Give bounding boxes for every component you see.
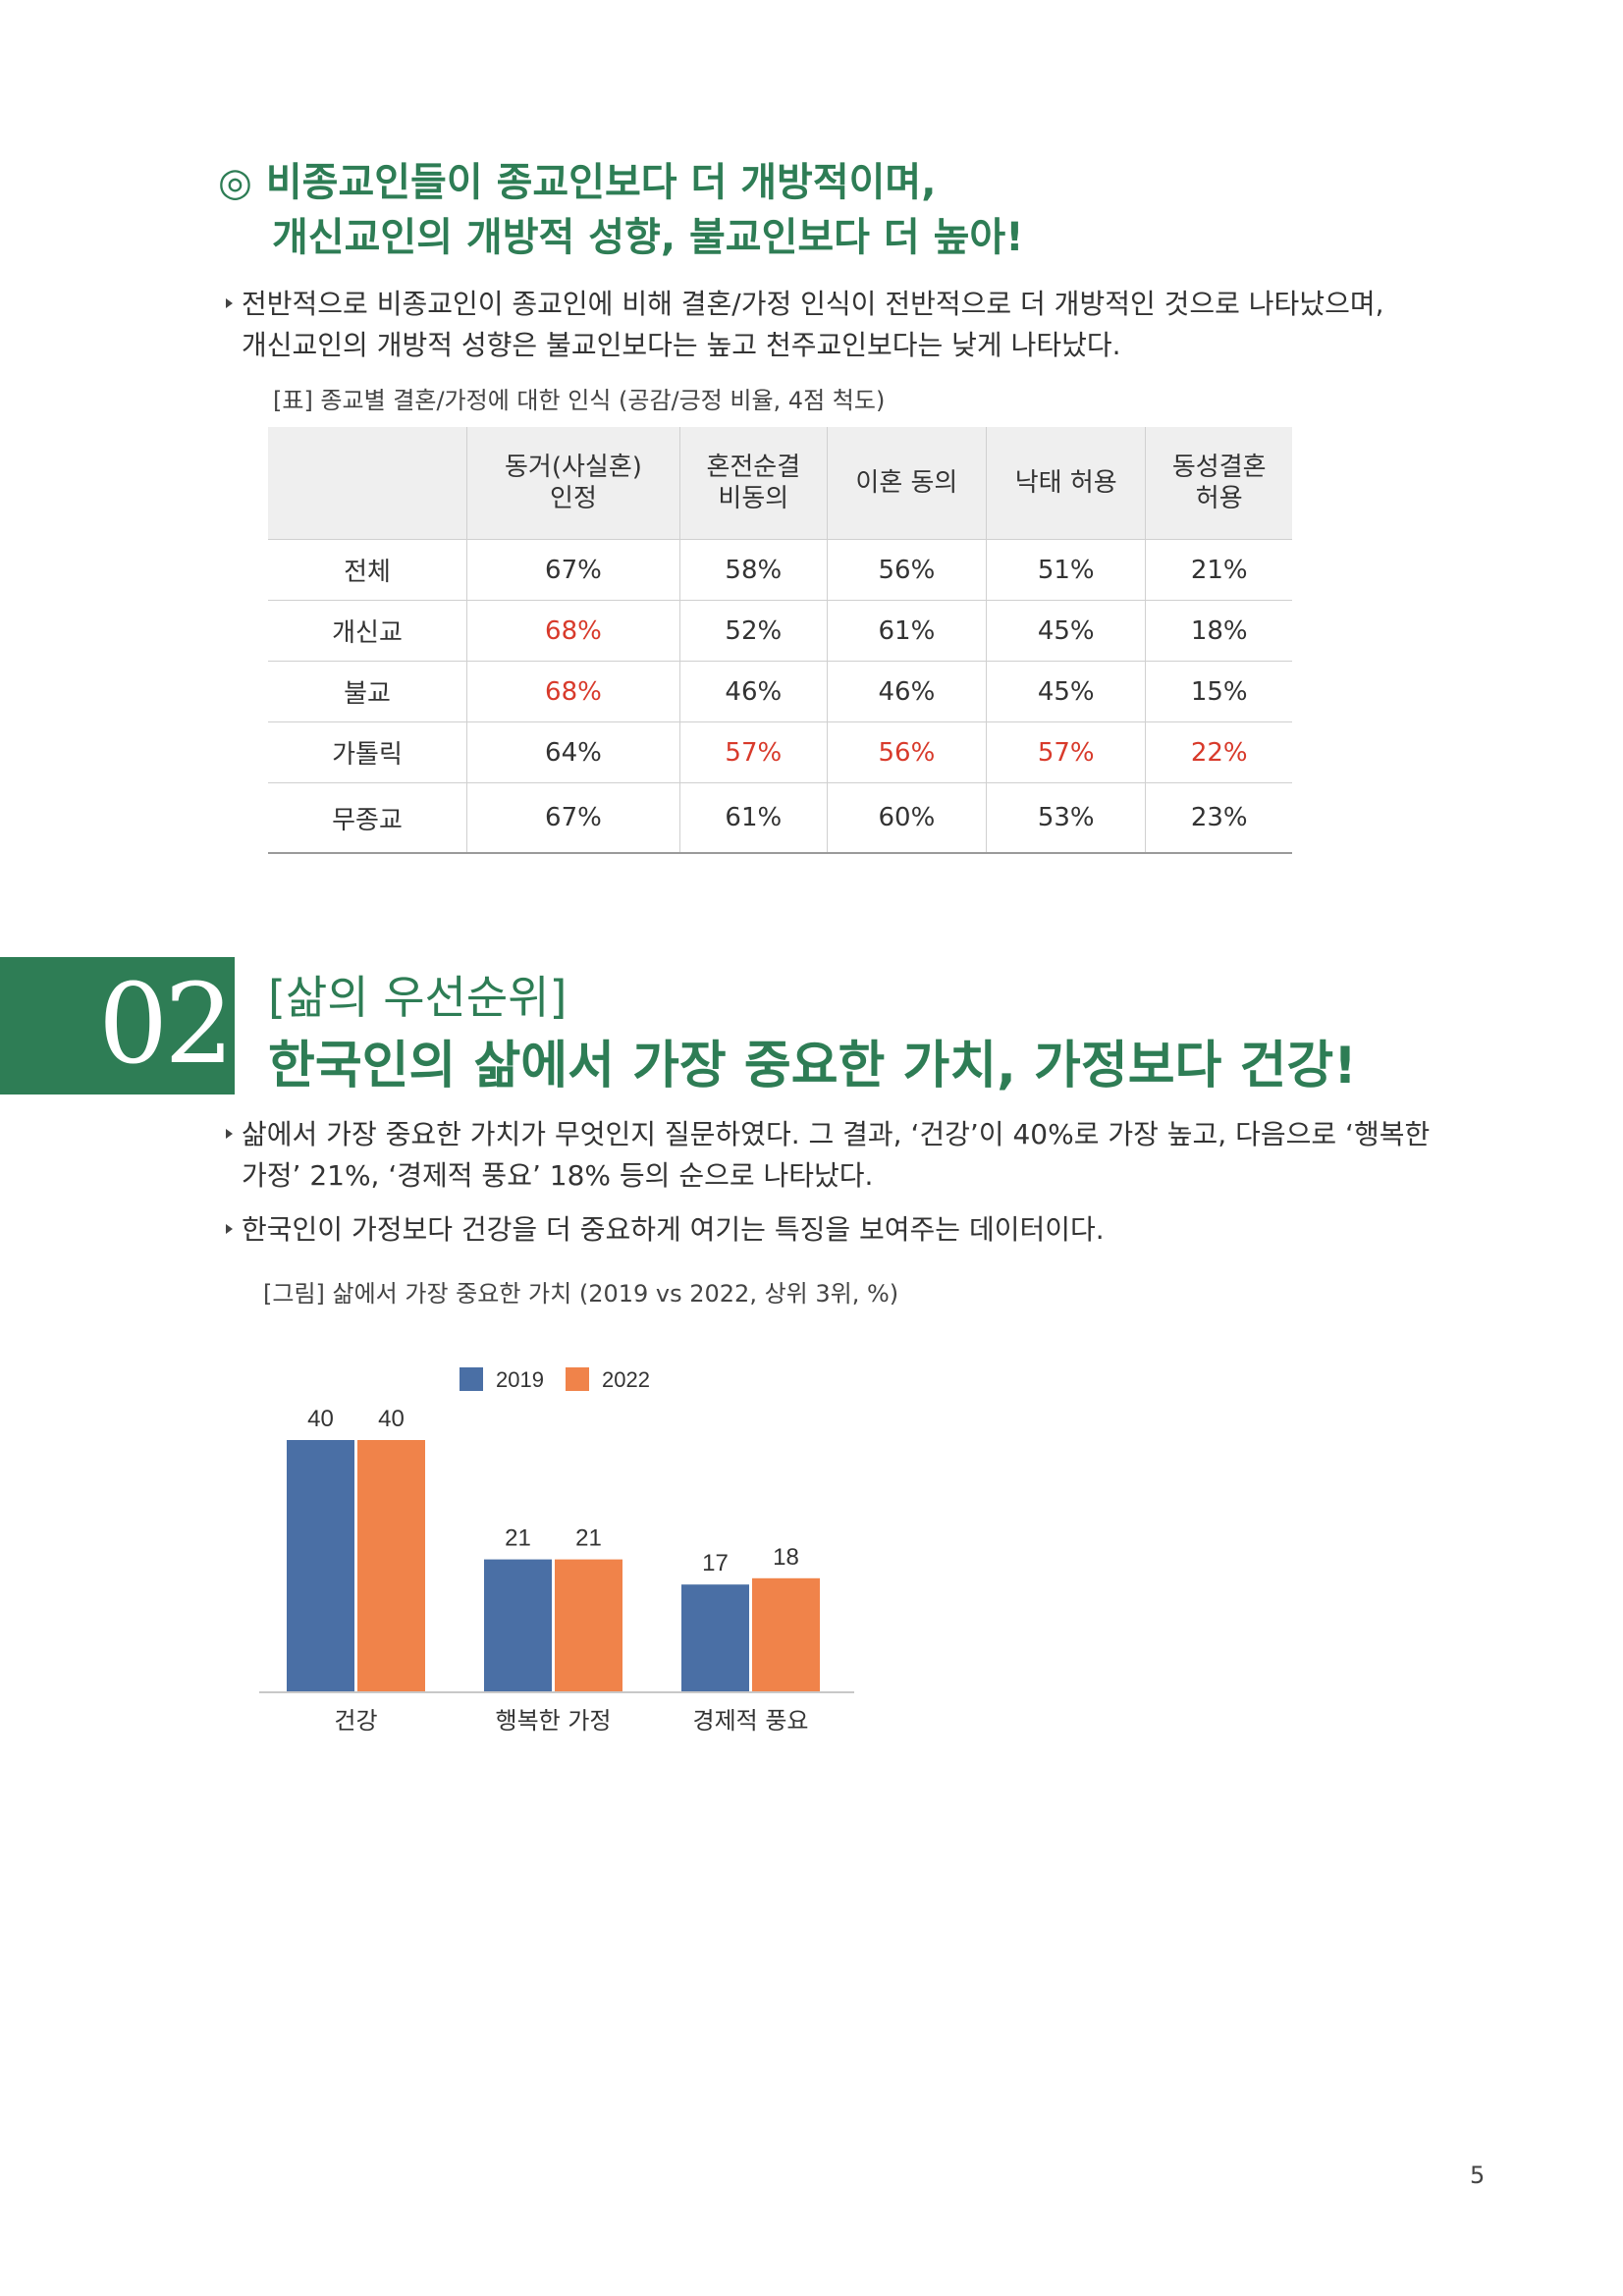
data-label: 21 (505, 1525, 531, 1552)
legend-swatch (460, 1367, 483, 1391)
table-cell: 15% (1145, 661, 1292, 722)
table-cell: 51% (986, 539, 1146, 601)
table-cell: 67% (466, 539, 680, 601)
heading-line-1: 비종교인들이 종교인보다 더 개방적이며, (265, 160, 937, 205)
table-row: 전체 67% 58% 56% 51% 21% (268, 539, 1292, 601)
row-label: 개신교 (268, 600, 467, 662)
bullet-text: 한국인이 가정보다 건강을 더 중요하게 여기는 특징을 보여주는 데이터이다. (242, 1213, 1105, 1246)
table-cell: 52% (678, 600, 828, 662)
table-caption: [표] 종교별 결혼/가정에 대한 인식 (공감/긍정 비율, 4점 척도) (273, 387, 886, 414)
table-cell: 61% (678, 782, 828, 854)
table-row: 개신교 68% 52% 61% 45% 18% (268, 600, 1292, 662)
table-cell: 23% (1145, 782, 1292, 854)
bar (752, 1577, 820, 1691)
section-number: 02 (98, 961, 235, 1089)
table-cell: 61% (826, 600, 987, 662)
religion-table: 동거(사실혼) 인정 혼전순결 비동의 이혼 동의 낙태 허용 동성결혼 허용 … (268, 427, 1292, 854)
table-cell: 60% (826, 782, 987, 854)
legend-swatch (566, 1367, 589, 1391)
page-number: 5 (1470, 2162, 1486, 2189)
bullet-paragraph-2: 삶에서 가장 중요한 가치가 무엇인지 질문하였다. 그 결과, ‘건강’이 4… (225, 1114, 1431, 1197)
table-cell: 67% (466, 782, 680, 854)
data-label: 40 (378, 1406, 405, 1432)
section-subtitle: [삶의 우선순위] (268, 971, 568, 1024)
table-cell: 21% (1145, 539, 1292, 601)
table-header-cell: 동거(사실혼) 인정 (466, 427, 680, 540)
table-cell: 56% (826, 539, 987, 601)
table-row: 가톨릭 64% 57% 56% 57% 22% (268, 721, 1292, 783)
table-cell: 64% (466, 721, 680, 783)
row-label: 가톨릭 (268, 721, 467, 783)
table-cell: 45% (986, 661, 1146, 722)
values-bar-chart: 2019 2022 40 40 건강 21 21 행복한 가정 17 18 경제적 풍요 (259, 1367, 854, 1735)
table-cell: 68% (466, 661, 680, 722)
bullet-paragraph-3: 한국인이 가정보다 건강을 더 중요하게 여기는 특징을 보여주는 데이터이다. (226, 1209, 1105, 1251)
data-label: 18 (773, 1544, 799, 1571)
row-label: 전체 (268, 539, 467, 601)
table-cell: 46% (826, 661, 987, 722)
table-cell: 22% (1145, 721, 1292, 783)
table-row: 불교 68% 46% 46% 45% 15% (268, 661, 1292, 722)
table-row: 무종교 67% 61% 60% 53% 23% (268, 782, 1292, 854)
bullet-text: 개신교인의 개방적 성향은 불교인보다는 높고 천주교인보다는 낮게 나타났다. (242, 329, 1121, 361)
heading-line-2: 개신교인의 개방적 성향, 불교인보다 더 높아! (272, 215, 1024, 260)
category-label: 건강 (334, 1707, 377, 1735)
section-title: 한국인의 삶에서 가장 중요한 가치, 가정보다 건강! (268, 1037, 1357, 1095)
table-cell: 46% (678, 661, 828, 722)
legend-label: 2019 (496, 1367, 544, 1392)
table-cell: 57% (986, 721, 1146, 783)
data-label: 17 (702, 1550, 729, 1576)
table-cell: 68% (466, 600, 680, 662)
section-number-box (0, 957, 235, 1095)
category-label: 행복한 가정 (495, 1707, 611, 1735)
row-label: 불교 (268, 661, 467, 722)
heading-marker-icon: ◎ (218, 160, 252, 205)
table-header-row: 동거(사실혼) 인정 혼전순결 비동의 이혼 동의 낙태 허용 동성결혼 허용 (268, 427, 1292, 540)
table-header-cell: 이혼 동의 (826, 427, 987, 540)
table-header-cell: 낙태 허용 (986, 427, 1146, 540)
bar (287, 1440, 354, 1691)
bar (357, 1440, 425, 1691)
table-cell: 45% (986, 600, 1146, 662)
table-header-cell: 혼전순결 비동의 (678, 427, 828, 540)
legend-label: 2022 (602, 1367, 650, 1392)
table-cell: 18% (1145, 600, 1292, 662)
bar (484, 1559, 552, 1691)
chart-caption: [그림] 삶에서 가장 중요한 가치 (2019 vs 2022, 상위 3위,… (263, 1280, 899, 1308)
bar (681, 1584, 749, 1691)
section-heading: ◎ 비종교인들이 종교인보다 더 개방적이며, 개신교인의 개방적 성향, 불교… (218, 155, 1023, 265)
table-cell: 57% (678, 721, 828, 783)
bullet-text: 전반적으로 비종교인이 종교인에 비해 결혼/가정 인식이 전반적으로 더 개방… (242, 288, 1384, 320)
table-cell: 58% (678, 539, 828, 601)
data-label: 40 (307, 1406, 334, 1432)
table-cell: 56% (826, 721, 987, 783)
row-label: 무종교 (268, 782, 467, 854)
table-header-cell: 동성결혼 허용 (1145, 427, 1292, 540)
bullet-text: 가정’ 21%, ‘경제적 풍요’ 18% 등의 순으로 나타났다. (242, 1159, 874, 1192)
table-header-cell (268, 427, 467, 540)
bullet-paragraph-1: 전반적으로 비종교인이 종교인에 비해 결혼/가정 인식이 전반적으로 더 개방… (226, 284, 1384, 366)
category-label: 경제적 풍요 (692, 1707, 808, 1735)
table-cell: 53% (986, 782, 1146, 854)
data-label: 21 (575, 1525, 602, 1552)
bar (555, 1559, 622, 1691)
bullet-text: 삶에서 가장 중요한 가치가 무엇인지 질문하였다. 그 결과, ‘건강’이 4… (242, 1118, 1431, 1150)
